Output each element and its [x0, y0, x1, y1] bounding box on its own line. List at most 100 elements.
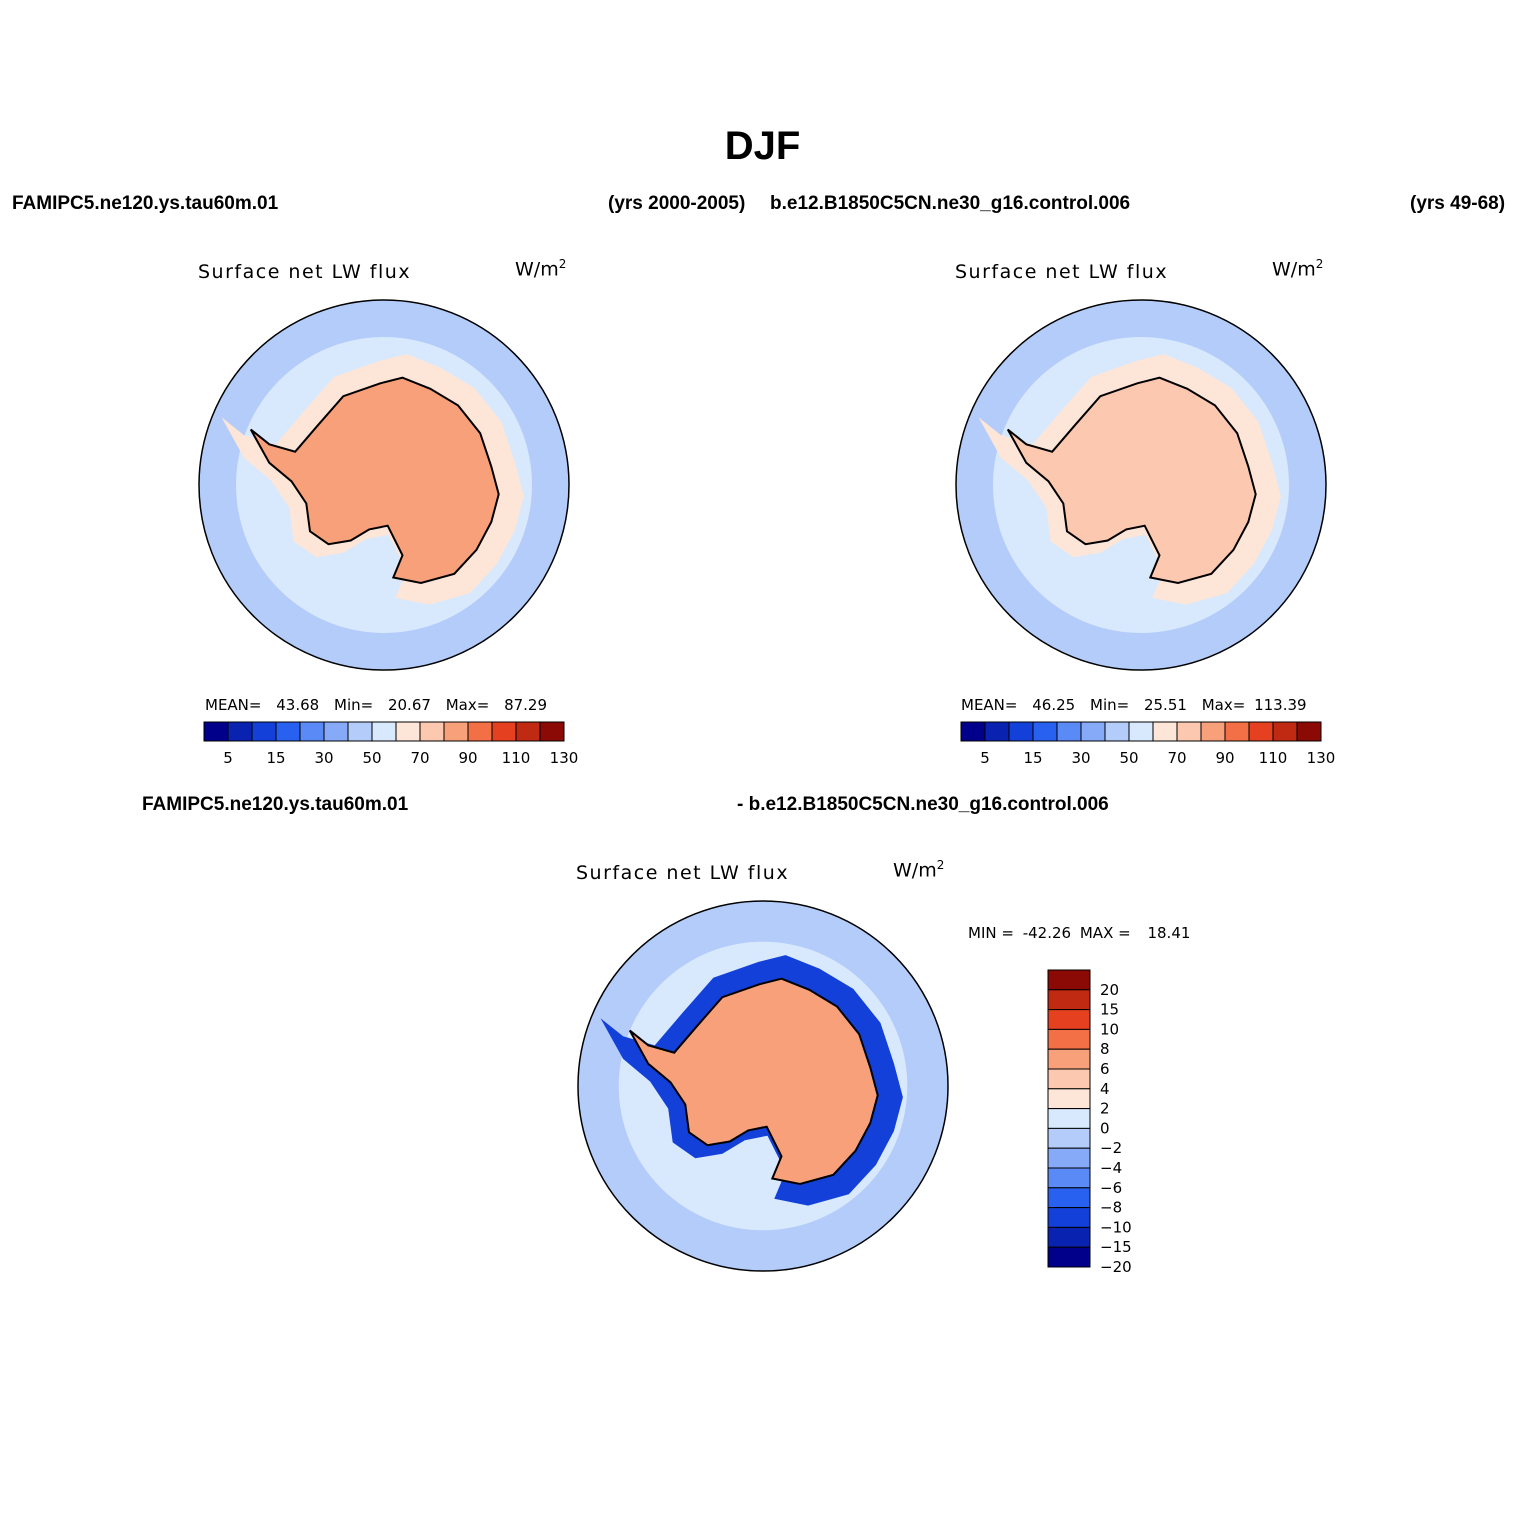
panel-diff-colorbar-label: −4: [1100, 1159, 1122, 1177]
panel-b-colorbar-label: 70: [1167, 749, 1186, 767]
panel-diff-colorbar-box: [1047, 1068, 1091, 1090]
panel-b-colorbar-label: 110: [1259, 749, 1288, 767]
panel-a-continent: [249, 376, 500, 585]
panel-diff-colorbar-label: 15: [1100, 1001, 1119, 1019]
panel-b-min: 25.51: [1143, 696, 1187, 714]
panel-b-colorbar-box: [1272, 721, 1298, 742]
panel-b-colorbar-box: [1080, 721, 1106, 742]
panel-a-map: [198, 299, 570, 671]
header-diff-left: FAMIPC5.ne120.ys.tau60m.01: [142, 794, 409, 815]
panel-diff-colorbar-label: −15: [1100, 1238, 1132, 1256]
panel-diff-colorbar-label: 8: [1100, 1040, 1110, 1058]
panel-diff-max-label: MAX =: [1079, 924, 1131, 942]
panel-b-title: Surface net LW flux: [955, 261, 1169, 283]
panel-diff-colorbar-label: −10: [1100, 1218, 1132, 1236]
panel-diff-colorbar-label: 6: [1100, 1060, 1110, 1078]
panel-b-colorbar-label: 30: [1071, 749, 1090, 767]
panel-a-colorbar-box: [443, 721, 469, 742]
panel-b-units: W/m2: [1272, 257, 1324, 281]
panel-diff-colorbar-box: [1047, 1088, 1091, 1110]
panel-diff-colorbar-box: [1047, 1167, 1091, 1189]
panel-b-colorbar-box: [984, 721, 1010, 742]
panel-b-colorbar-box: [1008, 721, 1034, 742]
panel-a-map-border: [198, 299, 570, 671]
panel-diff-colorbar-label: −6: [1100, 1179, 1122, 1197]
panel-diff-title: Surface net LW flux: [576, 862, 790, 884]
panel-a-colorbar-label: 110: [502, 749, 531, 767]
panel-b-colorbar-box: [1200, 721, 1226, 742]
panel-a-colorbar-box: [515, 721, 541, 742]
panel-diff-colorbar-box: [1047, 1246, 1091, 1268]
panel-diff-stats: MIN = -42.26 MAX = 18.41: [968, 924, 1190, 942]
panel-a-colorbar-label: 70: [410, 749, 429, 767]
panel-diff-colorbar-box: [1047, 1009, 1091, 1030]
panel-a-colorbar-box: [251, 721, 277, 742]
panel-diff-colorbar-label: −20: [1100, 1258, 1132, 1276]
panel-diff-colorbar-label: 0: [1100, 1119, 1110, 1137]
panel-a-colorbar-box: [203, 721, 229, 742]
panel-a-colorbar-label: 30: [314, 749, 333, 767]
panel-b-colorbar-box: [1296, 721, 1322, 742]
panel-b-colorbar-box: [1128, 721, 1154, 742]
panel-diff-max: 18.41: [1147, 924, 1191, 942]
panel-b-colorbar-box: [1176, 721, 1202, 742]
panel-a-mean: 43.68: [276, 696, 320, 714]
panel-b-max-label: Max=: [1201, 696, 1246, 714]
panel-diff-colorbar-box: [1047, 969, 1091, 991]
panel-diff-colorbar-label: 2: [1100, 1100, 1110, 1118]
panel-a-colorbar-label: 50: [362, 749, 381, 767]
panel-a-colorbar-label: 130: [550, 749, 579, 767]
panel-b-colorbar-box: [960, 721, 986, 742]
panel-diff-units: W/m2: [893, 858, 945, 882]
panel-b-mean-label: MEAN=: [961, 696, 1018, 714]
panel-b-map: [955, 299, 1327, 671]
panel-diff-min-label: MIN =: [968, 924, 1014, 942]
panel-a-min-label: Min=: [334, 696, 374, 714]
panel-b-colorbar-label: 90: [1215, 749, 1234, 767]
panel-a-colorbar-label: 90: [458, 749, 477, 767]
figure-title: DJF: [724, 124, 801, 168]
panel-a-colorbar-label: 15: [266, 749, 285, 767]
panel-diff-colorbar-box: [1047, 1207, 1091, 1228]
panel-a-colorbar-box: [347, 721, 373, 742]
panel-diff-colorbar-label: 10: [1100, 1020, 1119, 1038]
panel-b-colorbar-box: [1056, 721, 1082, 742]
panel-diff-min: -42.26: [1022, 924, 1072, 942]
panel-a-title: Surface net LW flux: [198, 261, 412, 283]
header-left-case: FAMIPC5.ne120.ys.tau60m.01: [12, 193, 279, 214]
panel-diff-colorbar-box: [1047, 1147, 1091, 1169]
panel-a-stats: MEAN= 43.68 Min= 20.67 Max= 87.29: [205, 696, 547, 714]
panel-diff-colorbar-label: −2: [1100, 1139, 1122, 1157]
panel-b-min-label: Min=: [1090, 696, 1130, 714]
panel-a-colorbar-box: [491, 721, 517, 742]
panel-b-colorbar-label: 50: [1119, 749, 1138, 767]
panel-diff-colorbar-box: [1047, 1226, 1091, 1248]
panel-a-colorbar-box: [419, 721, 445, 742]
panel-diff-map: [577, 900, 949, 1272]
header-left-years: (yrs 2000-2005): [608, 193, 746, 214]
panel-diff-colorbar-box: [1047, 1187, 1091, 1209]
panel-b-colorbar-box: [1104, 721, 1130, 742]
panel-diff-colorbar-box: [1047, 1048, 1091, 1070]
panel-a-min: 20.67: [387, 696, 431, 714]
panel-diff-colorbar-box: [1047, 1028, 1091, 1050]
panel-a-colorbar-box: [299, 721, 325, 742]
panel-a-colorbar-box: [371, 721, 397, 742]
panel-diff-continent: [628, 977, 879, 1186]
panel-b-colorbar-box: [1152, 721, 1178, 742]
panel-b-colorbar-box: [1032, 721, 1058, 742]
panel-diff-colorbar-box: [1047, 989, 1091, 1011]
panel-a-max-label: Max=: [445, 696, 490, 714]
panel-diff-map-border: [577, 900, 949, 1272]
header-diff-right: - b.e12.B1850C5CN.ne30_g16.control.006: [737, 794, 1109, 815]
panel-b-max: 113.39: [1254, 696, 1307, 714]
panel-b-colorbar-label: 5: [980, 749, 990, 767]
panel-b-colorbar: 5 15 30 50 70 90 110 130: [960, 721, 1335, 767]
panel-diff-colorbar-box: [1047, 1108, 1091, 1129]
panel-a-colorbar-box: [539, 721, 565, 742]
panel-b-continent: [1006, 376, 1257, 585]
panel-diff-colorbar-label: 4: [1100, 1080, 1110, 1098]
panel-diff-colorbar-label: 20: [1100, 981, 1119, 999]
